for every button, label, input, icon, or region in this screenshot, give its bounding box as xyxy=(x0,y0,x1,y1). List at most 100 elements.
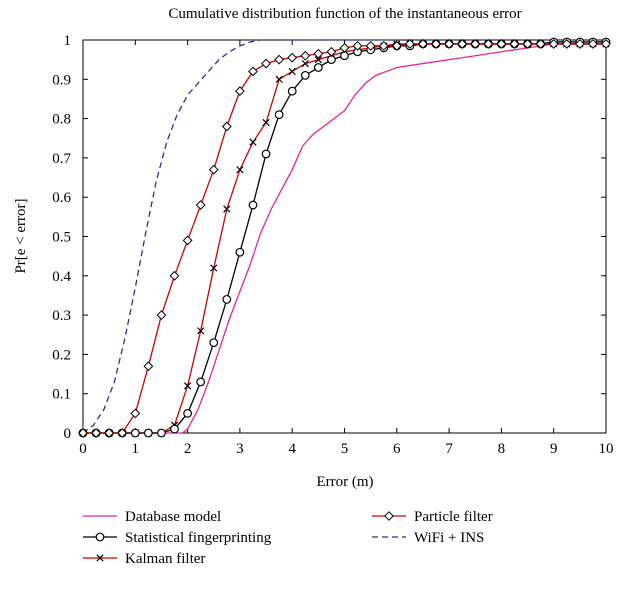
y-tick-label: 1 xyxy=(64,33,72,49)
data-point xyxy=(496,39,507,49)
x-axis: 0 1 2 3 4 5 6 7 8 9 10 xyxy=(79,40,614,457)
data-point xyxy=(483,39,494,49)
data-point xyxy=(248,66,258,77)
legend-label: Statistical fingerprinting xyxy=(125,530,272,546)
y-axis: 0 0.1 0.2 0.3 0.4 0.5 0.6 0.7 0.8 0.9 1 xyxy=(52,33,606,442)
data-point xyxy=(262,118,270,127)
y-tick-label: 0.3 xyxy=(52,308,71,324)
data-point xyxy=(157,428,166,438)
data-point xyxy=(300,50,311,61)
data-point xyxy=(235,247,245,257)
x-axis-label: Error (m) xyxy=(316,474,373,490)
series-database-model xyxy=(83,43,606,434)
data-point xyxy=(287,86,297,96)
y-tick-label: 0.9 xyxy=(52,72,71,88)
data-point xyxy=(509,39,520,49)
y-tick-label: 0.1 xyxy=(52,387,71,403)
data-point xyxy=(574,39,585,49)
y-tick-label: 0 xyxy=(64,426,72,442)
y-tick-label: 0.8 xyxy=(52,112,71,128)
data-point xyxy=(143,428,153,438)
data-point xyxy=(91,428,101,438)
data-point xyxy=(404,39,415,49)
data-point xyxy=(535,39,546,49)
data-point xyxy=(248,200,258,210)
data-point xyxy=(522,39,533,49)
data-point xyxy=(470,39,481,49)
data-point xyxy=(234,86,245,96)
data-point xyxy=(130,408,141,419)
data-point xyxy=(548,39,559,49)
x-tick-label: 3 xyxy=(236,441,244,457)
data-point xyxy=(210,264,218,272)
y-tick-label: 0.6 xyxy=(52,190,71,206)
data-point xyxy=(196,377,206,387)
x-tick-label: 5 xyxy=(341,441,349,457)
data-point xyxy=(156,310,167,321)
data-point xyxy=(339,42,350,53)
x-tick-label: 4 xyxy=(288,441,296,457)
series-line xyxy=(83,43,606,434)
series-particle-filter xyxy=(78,39,611,438)
legend-marker xyxy=(95,532,105,542)
x-tick-label: 8 xyxy=(498,441,506,457)
data-point xyxy=(221,121,232,132)
data-point xyxy=(313,63,323,72)
x-tick-label: 1 xyxy=(132,441,140,457)
data-point xyxy=(104,428,115,438)
legend-label: Database model xyxy=(125,509,221,525)
data-point xyxy=(301,59,309,68)
data-point xyxy=(588,39,598,49)
y-tick-label: 0.5 xyxy=(52,230,71,246)
data-point xyxy=(288,67,296,76)
data-point xyxy=(287,52,298,63)
y-axis-label: Pr[e < error] xyxy=(13,198,29,273)
data-point xyxy=(169,270,180,281)
data-point xyxy=(314,56,322,64)
data-point xyxy=(326,46,337,57)
data-point xyxy=(143,361,154,372)
x-tick-label: 6 xyxy=(393,441,401,457)
data-point xyxy=(313,48,324,59)
data-point xyxy=(208,164,219,175)
data-point xyxy=(183,382,192,390)
series-line xyxy=(82,39,606,434)
data-point xyxy=(249,138,257,146)
legend: Database model Statistical fingerprinting… xyxy=(83,509,493,567)
y-tick-label: 0.2 xyxy=(52,347,71,363)
legend-entry: Statistical fingerprinting xyxy=(83,530,272,546)
data-point xyxy=(170,424,179,434)
x-tick-label: 10 xyxy=(599,441,614,457)
data-point xyxy=(340,51,349,61)
data-point xyxy=(327,55,336,65)
data-point xyxy=(117,428,128,438)
x-tick-label: 0 xyxy=(79,441,87,457)
chart-title: Cumulative distribution function of the … xyxy=(168,6,521,22)
data-point xyxy=(236,166,244,174)
data-point xyxy=(444,39,455,49)
legend-marker xyxy=(96,554,104,562)
data-point xyxy=(365,40,376,51)
legend-entry: Database model xyxy=(83,509,221,525)
legend-label: Particle filter xyxy=(414,509,493,525)
series-line xyxy=(83,43,606,434)
data-point xyxy=(223,205,231,213)
data-point xyxy=(209,338,219,348)
legend-entry: Particle filter xyxy=(372,509,493,525)
legend-entry: Kalman filter xyxy=(83,551,205,567)
series-wifi-ins xyxy=(82,39,606,434)
series-statistical-fingerprinting xyxy=(78,37,611,438)
data-point xyxy=(261,58,271,69)
data-point xyxy=(274,110,284,120)
data-point xyxy=(561,39,572,49)
x-tick-label: 2 xyxy=(184,441,192,457)
series-line xyxy=(83,43,606,434)
data-point xyxy=(457,39,468,49)
legend-entry: WiFi + INS xyxy=(372,530,484,546)
data-point xyxy=(130,428,140,438)
data-point xyxy=(352,40,363,51)
data-point xyxy=(431,39,441,49)
series-kalman-filter xyxy=(79,40,610,437)
legend-label: Kalman filter xyxy=(125,551,205,567)
